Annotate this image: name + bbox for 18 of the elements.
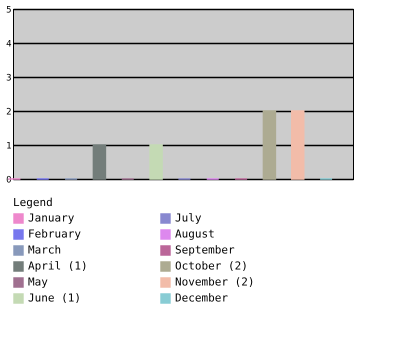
legend-label: November (2) <box>175 276 254 288</box>
y-tick-label: 3 <box>6 74 12 84</box>
y-tick-label: 2 <box>6 108 12 118</box>
legend-label: September <box>175 244 235 256</box>
y-tick-label: 4 <box>6 40 12 50</box>
legend-label: March <box>28 244 62 256</box>
legend-label: April (1) <box>28 260 88 272</box>
y-tick-label: 5 <box>6 6 12 16</box>
legend-label: February <box>28 228 82 240</box>
legend-label: July <box>175 212 202 225</box>
legend-label: December <box>175 292 228 304</box>
legend-label: June (1) <box>28 292 81 304</box>
legend-label: May <box>28 276 48 288</box>
legend-label: August <box>175 228 215 240</box>
legend-label: October (2) <box>175 260 248 272</box>
legend-title: Legend <box>13 196 53 209</box>
legend-label: January <box>28 212 75 225</box>
y-tick-label: 1 <box>6 142 12 152</box>
